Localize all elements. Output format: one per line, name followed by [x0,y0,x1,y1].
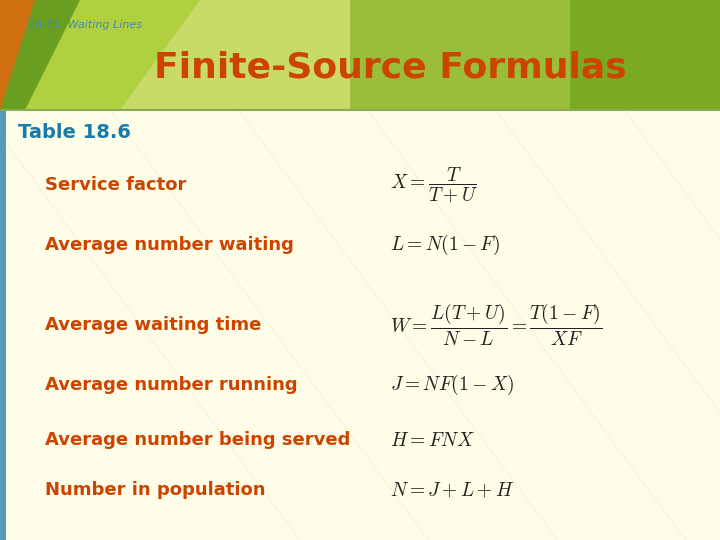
Polygon shape [0,0,35,110]
Bar [520,0,720,110]
Polygon shape [0,0,90,110]
Polygon shape [25,0,200,110]
Bar [350,0,570,110]
Bar [0,0,720,110]
Text: Average number being served: Average number being served [45,431,351,449]
Text: Average waiting time: Average waiting time [45,316,261,334]
Text: Finite-Source Formulas: Finite-Source Formulas [153,51,626,85]
Text: $X = \dfrac{T}{T+U}$: $X = \dfrac{T}{T+U}$ [390,166,478,205]
Text: Table 18.6: Table 18.6 [18,123,131,141]
Text: Service factor: Service factor [45,176,186,194]
Text: $L = N(1-F)$: $L = N(1-F)$ [390,233,500,257]
Text: $J = NF(1-X)$: $J = NF(1-X)$ [390,373,514,397]
Text: Average number running: Average number running [45,376,297,394]
Text: 18-15  Waiting Lines: 18-15 Waiting Lines [28,20,142,30]
Text: $N = J+L+H$: $N = J+L+H$ [390,481,515,500]
Text: $H = FNX$: $H = FNX$ [390,430,474,449]
Text: $W = \dfrac{L(T+U)}{N-L} = \dfrac{T(1-F)}{XF}$: $W = \dfrac{L(T+U)}{N-L} = \dfrac{T(1-F)… [390,302,602,348]
Text: Average number waiting: Average number waiting [45,236,294,254]
Bar [0,110,6,540]
Text: Number in population: Number in population [45,481,266,499]
